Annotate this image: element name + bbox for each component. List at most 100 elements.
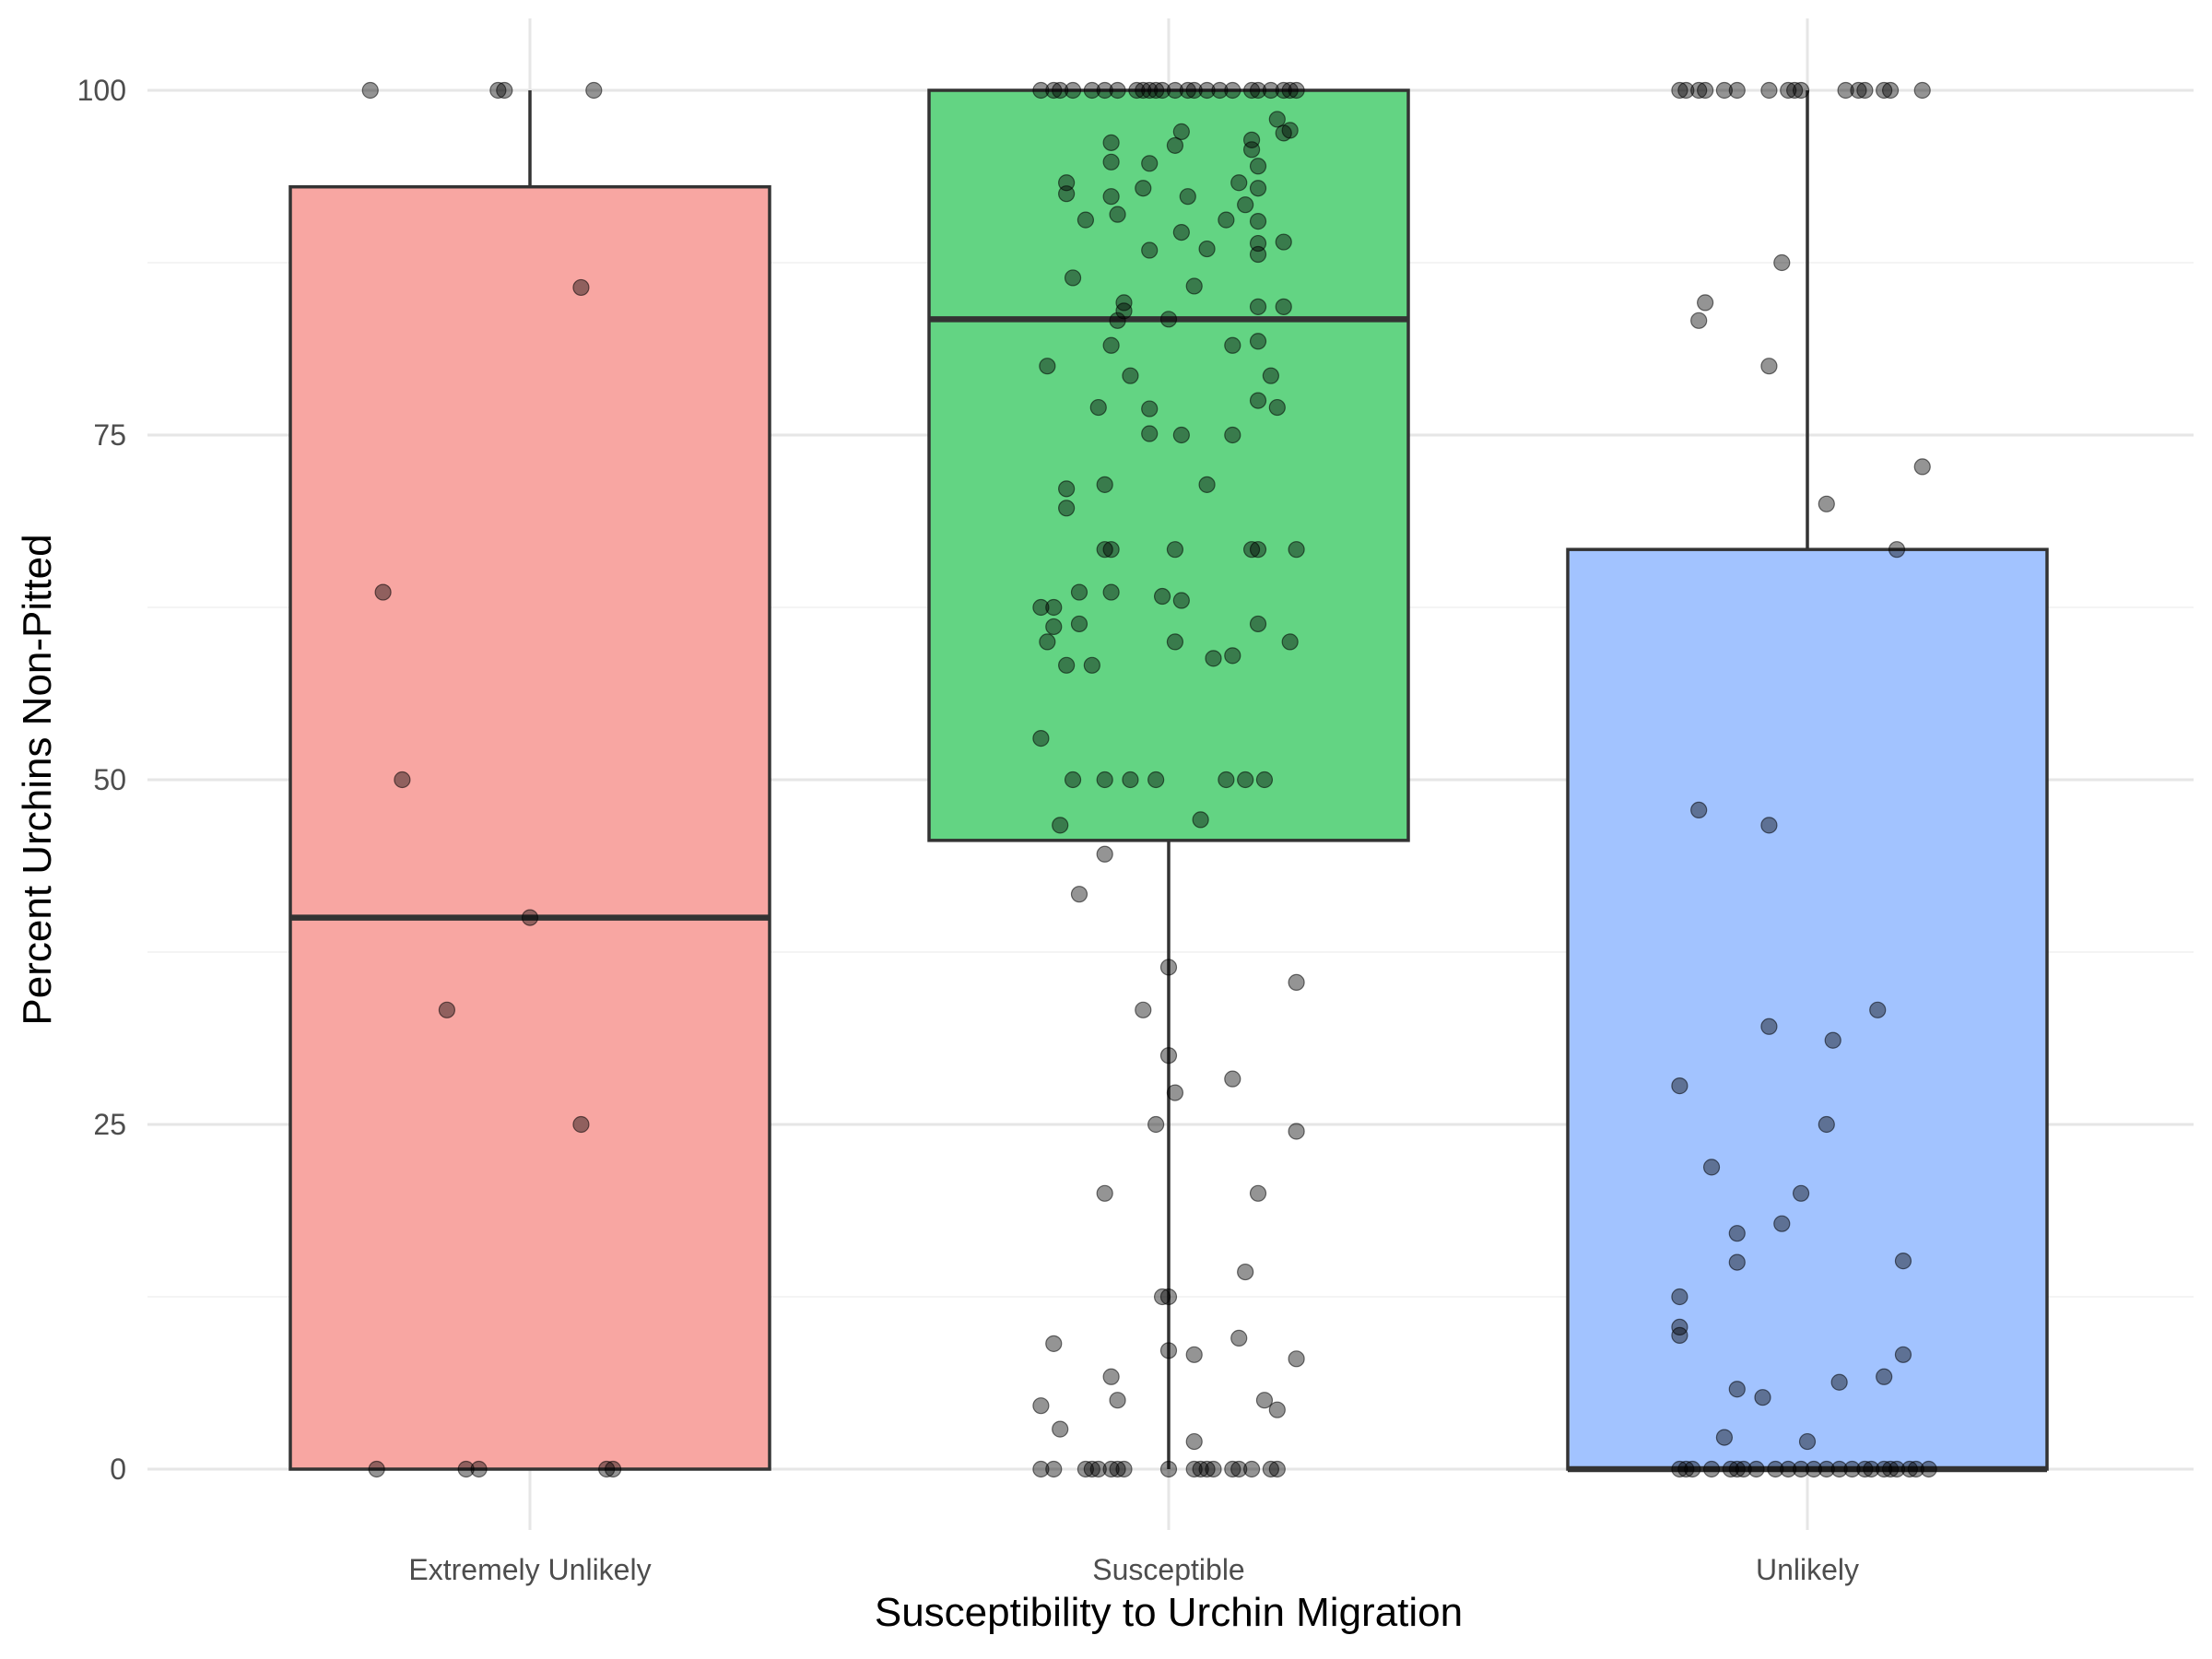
data-point [1109, 206, 1126, 223]
data-point [1760, 817, 1778, 834]
data-point [1722, 1460, 1739, 1478]
data-point [1070, 615, 1088, 633]
data-point [1242, 1460, 1261, 1478]
data-point [1697, 294, 1714, 312]
data-point [368, 1460, 385, 1478]
data-point [1262, 1460, 1279, 1478]
data-point [1064, 771, 1082, 789]
data-point [1172, 223, 1190, 241]
data-point [1728, 1460, 1746, 1478]
data-point [1288, 541, 1305, 559]
data-point [1249, 392, 1267, 409]
data-point [1856, 1460, 1874, 1478]
data-point [1096, 541, 1113, 559]
data-point [1249, 213, 1267, 230]
data-point [1032, 598, 1050, 617]
data-point [457, 1460, 475, 1478]
data-point [1122, 771, 1139, 789]
data-point [1096, 81, 1113, 100]
data-point [1153, 1288, 1171, 1306]
data-point [1863, 1460, 1880, 1478]
data-point [1275, 298, 1292, 315]
data-point [1255, 1392, 1274, 1409]
data-point [1205, 1460, 1222, 1478]
data-point [1249, 180, 1267, 197]
data-point [1052, 817, 1069, 834]
data-point [1192, 811, 1209, 829]
data-point [1728, 1381, 1746, 1398]
data-point [1083, 1460, 1100, 1478]
data-point [470, 1460, 488, 1478]
data-point [1843, 1460, 1861, 1478]
data-point [1242, 541, 1261, 559]
data-point [1172, 123, 1190, 140]
data-point [1205, 650, 1222, 667]
data-point [1281, 633, 1299, 651]
data-point [1920, 1460, 1937, 1478]
data-point [1249, 333, 1267, 350]
data-point [1876, 81, 1893, 100]
y-tick-label: 0 [110, 1453, 126, 1486]
data-point [1147, 81, 1165, 100]
data-point [1089, 1460, 1107, 1478]
data-point [1262, 367, 1279, 384]
data-point [1045, 598, 1063, 617]
data-point [598, 1460, 616, 1478]
data-point [1690, 81, 1708, 100]
data-point [1218, 771, 1235, 789]
data-point [1224, 336, 1241, 354]
data-point [1185, 277, 1203, 295]
data-point [1224, 81, 1241, 100]
data-point [1690, 312, 1708, 329]
data-point [1697, 81, 1714, 100]
data-point [1760, 81, 1778, 100]
data-point [438, 1001, 456, 1018]
data-point [1281, 81, 1299, 100]
data-point [489, 81, 507, 100]
data-point [1818, 1115, 1835, 1134]
data-point [521, 909, 539, 926]
data-point [1211, 81, 1229, 100]
data-point [1052, 1420, 1069, 1438]
data-point [1159, 1288, 1178, 1306]
data-point [1077, 211, 1095, 229]
data-point [1824, 1031, 1841, 1049]
data-point [572, 1115, 590, 1134]
data-point [1198, 81, 1216, 100]
data-point [1153, 587, 1171, 606]
data-point [1064, 269, 1082, 287]
data-point [1096, 771, 1113, 789]
data-point [1058, 480, 1076, 498]
data-point [1172, 426, 1190, 444]
data-point [1230, 1329, 1248, 1347]
data-point [1058, 500, 1076, 517]
data-point [1141, 81, 1159, 100]
data-point [1288, 81, 1305, 100]
data-point [1109, 1392, 1126, 1409]
data-point [1135, 180, 1152, 197]
data-point [1045, 1335, 1063, 1352]
data-point [1102, 541, 1120, 559]
y-tick-label: 75 [93, 418, 126, 452]
data-point [1102, 188, 1120, 206]
y-tick-label: 100 [77, 74, 126, 107]
data-point [1032, 81, 1050, 100]
data-point [1850, 81, 1867, 100]
data-point [1268, 1460, 1286, 1478]
data-point [1702, 1159, 1721, 1176]
data-point [1268, 111, 1286, 128]
data-point [1115, 1460, 1133, 1478]
data-point [1249, 158, 1267, 175]
data-point [1159, 1047, 1178, 1065]
x-axis-title: Susceptibility to Urchin Migration [875, 1590, 1463, 1635]
data-point [1288, 973, 1305, 992]
data-point [394, 771, 411, 789]
data-point [1715, 81, 1734, 100]
data-point [1198, 240, 1216, 258]
data-point [1147, 771, 1165, 789]
y-tick-label: 25 [93, 1108, 126, 1141]
x-tick-label: Extremely Unlikely [408, 1553, 651, 1586]
box-layer [288, 88, 2049, 1473]
